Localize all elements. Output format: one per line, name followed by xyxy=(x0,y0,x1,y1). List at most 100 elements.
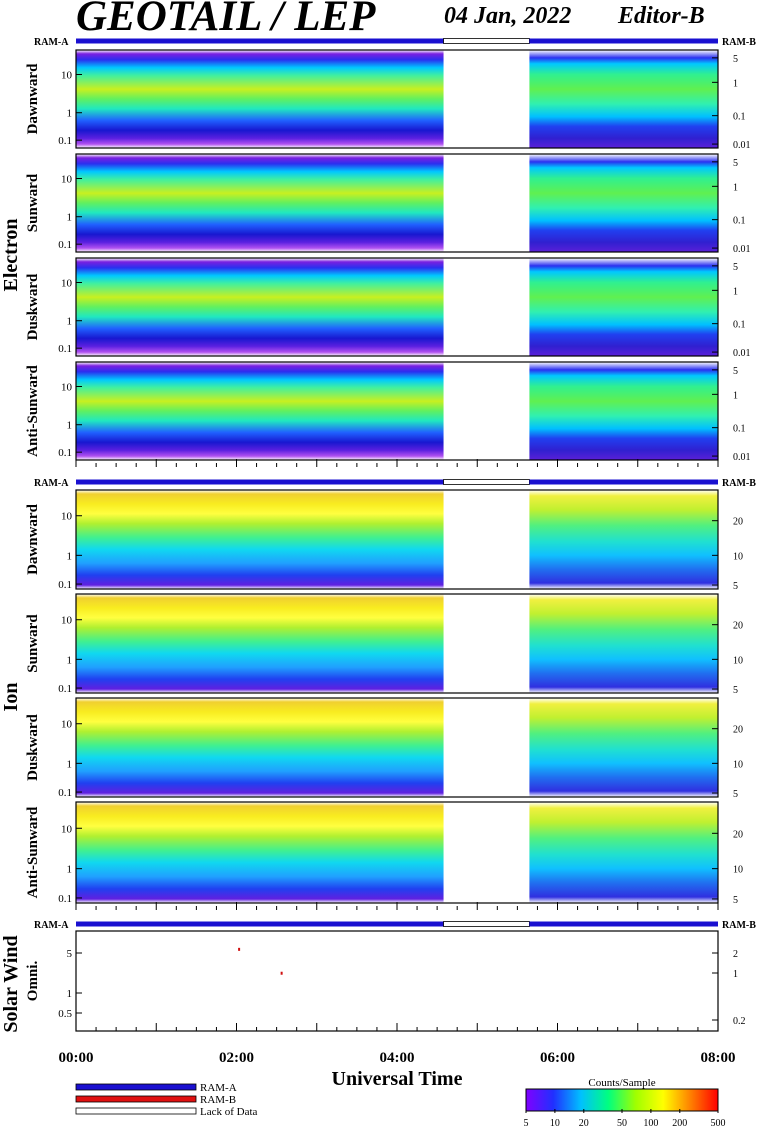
date-label: 04 Jan, 2022 xyxy=(444,3,572,29)
panel-frame xyxy=(75,489,719,590)
status-label-ram-a: RAM-A xyxy=(34,478,69,489)
time-tick-label: 02:00 xyxy=(219,1050,254,1066)
colorbar-tick-label: 200 xyxy=(672,1118,687,1128)
panel-frame xyxy=(75,593,719,694)
group-label-solar-wind: Solar Wind xyxy=(0,935,22,1032)
left-tick-label: 10 xyxy=(61,382,73,394)
panel-label-dawnward: Dawnward xyxy=(25,503,41,574)
right-tick-label: 1 xyxy=(733,182,738,193)
spectrogram-right xyxy=(529,362,718,460)
spectrogram-right xyxy=(529,50,718,148)
status-bar-lack xyxy=(443,38,530,44)
right-tick-label: 0.01 xyxy=(733,452,751,463)
right-tick-label: 5 xyxy=(733,366,738,377)
panel-frame xyxy=(75,49,719,149)
left-tick-label: 10 xyxy=(61,278,73,290)
status-label-ram-a: RAM-A xyxy=(34,37,69,48)
left-tick-label: 1 xyxy=(67,864,73,876)
time-tick-label: 06:00 xyxy=(540,1050,575,1066)
right-tick-label: 1 xyxy=(733,969,738,980)
right-tick-label: 20 xyxy=(733,517,743,528)
right-tick-label: 0.1 xyxy=(733,112,746,123)
panel-label-sunward: Sunward xyxy=(25,173,41,232)
left-tick-label: 0.1 xyxy=(58,343,72,355)
left-tick-label: 10 xyxy=(61,719,73,731)
spectrogram-left xyxy=(76,490,444,589)
panel-frame xyxy=(75,257,719,357)
spectrogram-left xyxy=(76,802,444,903)
status-bar-ram-a xyxy=(76,921,444,927)
colorbar-tick-label: 50 xyxy=(617,1118,627,1128)
editor-label: Editor-B xyxy=(618,3,705,29)
legend-swatch-ram-a xyxy=(75,1083,197,1091)
left-tick-label: 1 xyxy=(67,988,73,1000)
right-tick-label: 5 xyxy=(733,54,738,65)
colorbar-tick-label: 5 xyxy=(524,1118,529,1128)
right-tick-label: 1 xyxy=(733,286,738,297)
right-tick-label: 10 xyxy=(733,865,743,876)
right-tick-label: 0.1 xyxy=(733,424,746,435)
right-tick-label: 5 xyxy=(733,685,738,696)
right-tick-label: 0.2 xyxy=(733,1016,746,1027)
panel-label-duskward: Duskward xyxy=(25,713,41,780)
right-tick-label: 10 xyxy=(733,655,743,666)
status-bar-ram-a xyxy=(529,479,718,485)
status-bar-ram-a xyxy=(529,38,718,44)
left-tick-label: 1 xyxy=(67,108,73,120)
right-tick-label: 1 xyxy=(733,390,738,401)
panel-label-duskward: Duskward xyxy=(25,273,41,340)
left-tick-label: 1 xyxy=(67,654,73,666)
status-bar-lack xyxy=(443,921,530,927)
spectrogram-left xyxy=(76,50,444,148)
left-tick-label: 5 xyxy=(67,948,73,960)
time-tick-label: 04:00 xyxy=(380,1050,415,1066)
status-bar-lack xyxy=(443,479,530,485)
left-tick-label: 1 xyxy=(67,550,73,562)
spectrogram-right xyxy=(529,154,718,252)
left-tick-label: 0.1 xyxy=(58,893,72,905)
group-label-electron: Electron xyxy=(0,219,22,292)
colorbar-tick-label: 500 xyxy=(711,1118,726,1128)
spectrogram-right xyxy=(529,802,718,903)
spectrogram-right xyxy=(529,490,718,589)
colorbar-tick-label: 100 xyxy=(643,1118,658,1128)
spectrogram-left xyxy=(76,258,444,356)
left-tick-label: 10 xyxy=(61,615,73,627)
group-label-ion: Ion xyxy=(0,683,22,712)
solar-wind-point xyxy=(280,971,283,975)
right-tick-label: 5 xyxy=(733,895,738,906)
colorbar xyxy=(525,1088,719,1112)
right-tick-label: 20 xyxy=(733,725,743,736)
left-tick-label: 0.1 xyxy=(58,683,72,695)
right-tick-label: 20 xyxy=(733,829,743,840)
status-bar-ram-a xyxy=(529,921,718,927)
panel-label-omni: Omni. xyxy=(25,961,41,1002)
panel-label-antisunward: Anti-Sunward xyxy=(25,806,41,898)
page-title: GEOTAIL / LEP xyxy=(76,0,376,40)
left-tick-label: 0.1 xyxy=(58,447,72,459)
solar-wind-point xyxy=(238,947,241,951)
spectrogram-left xyxy=(76,154,444,252)
right-tick-label: 10 xyxy=(733,551,743,562)
spectrogram-left xyxy=(76,698,444,797)
left-tick-label: 0.1 xyxy=(58,239,72,251)
right-tick-label: 0.1 xyxy=(733,320,746,331)
right-tick-label: 0.01 xyxy=(733,348,751,359)
legend-swatch-ram-b xyxy=(75,1095,197,1103)
status-label-ram-b: RAM-B xyxy=(722,920,756,931)
left-tick-label: 1 xyxy=(67,316,73,328)
panel-label-dawnward: Dawnward xyxy=(25,63,41,134)
left-tick-label: 10 xyxy=(61,70,73,82)
right-tick-label: 20 xyxy=(733,621,743,632)
panel-frame xyxy=(75,930,719,1032)
spectrogram-right xyxy=(529,698,718,797)
right-tick-label: 5 xyxy=(733,158,738,169)
panel-label-antisunward: Anti-Sunward xyxy=(25,365,41,457)
left-tick-label: 0.1 xyxy=(58,135,72,147)
legend-label-lack: Lack of Data xyxy=(200,1106,258,1118)
left-tick-label: 10 xyxy=(61,511,73,523)
legend-label-ram-a: RAM-A xyxy=(200,1082,237,1094)
left-tick-label: 0.1 xyxy=(58,787,72,799)
status-bar-ram-a xyxy=(76,38,444,44)
colorbar-title: Counts/Sample xyxy=(588,1077,655,1089)
